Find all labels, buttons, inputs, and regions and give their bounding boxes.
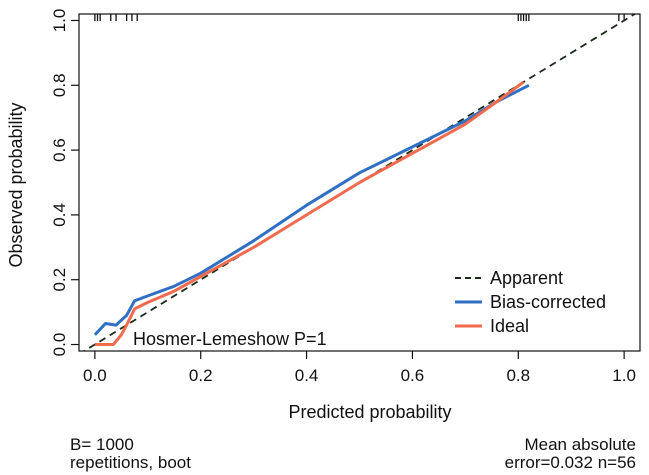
y-tick-label: 1.0 xyxy=(50,9,69,33)
series-lines xyxy=(82,14,637,351)
y-axis: 0.0 0.2 0.4 0.6 0.8 1.0 xyxy=(50,9,79,357)
x-tick-label: 0.4 xyxy=(295,366,319,385)
legend: Apparent Bias-corrected Ideal xyxy=(455,268,606,336)
series-line-bias-corrected xyxy=(93,83,530,336)
y-tick-label: 0.8 xyxy=(50,73,69,97)
legend-label-bias-corrected: Bias-corrected xyxy=(490,292,606,312)
footer-right-line-1: Mean absolute xyxy=(524,435,636,454)
x-tick-label: 0.6 xyxy=(401,366,425,385)
series-line-ideal xyxy=(94,80,525,346)
footer-left-line-1: B= 1000 xyxy=(70,435,134,454)
hosmer-lemeshow-annotation: Hosmer-Lemeshow P=1 xyxy=(133,329,327,349)
x-tick-label: 0.2 xyxy=(189,366,213,385)
x-tick-label: 1.0 xyxy=(612,366,636,385)
x-tick-label: 0.8 xyxy=(506,366,530,385)
y-tick-label: 0.2 xyxy=(50,268,69,292)
rug-ticks xyxy=(94,14,625,21)
x-axis-label: Predicted probability xyxy=(288,402,451,422)
y-tick-label: 0.6 xyxy=(50,138,69,162)
x-axis: 0.0 0.2 0.4 0.6 0.8 1.0 xyxy=(83,351,636,385)
x-tick-label: 0.0 xyxy=(83,366,107,385)
y-tick-label: 0.4 xyxy=(50,203,69,227)
y-tick-label: 0.0 xyxy=(50,333,69,357)
plot-frame xyxy=(78,13,641,352)
footer-left-line-2: repetitions, boot xyxy=(70,453,191,472)
legend-label-apparent: Apparent xyxy=(490,268,563,288)
y-axis-label: Observed probability xyxy=(6,102,26,267)
footer-right-line-2: error=0.032 n=56 xyxy=(505,453,636,472)
legend-label-ideal: Ideal xyxy=(490,316,529,336)
